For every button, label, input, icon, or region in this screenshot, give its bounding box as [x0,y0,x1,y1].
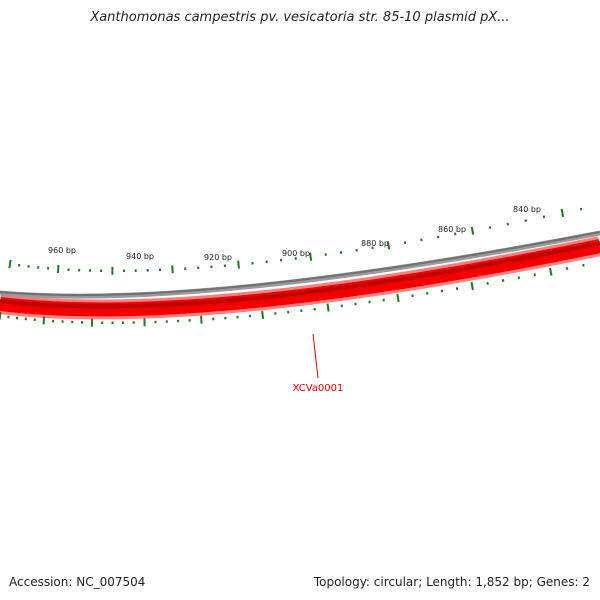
gene-band [0,239,600,317]
ruler-tick [386,241,391,250]
ruler-labels: 960 bp 940 bp 920 bp 900 bp 880 bp 860 b… [48,205,541,262]
ruler-label: 880 bp [361,239,389,248]
ruler-tick [8,259,12,269]
gene-band-core [0,241,600,309]
ruler-tick [454,232,457,236]
backbone-ring-shade [0,231,600,297]
ruler-label: 900 bp [282,249,310,258]
ruler-tick [0,311,2,321]
ruler-tick [506,222,509,226]
ruler-tick [470,226,475,235]
ruler-label: 860 bp [438,225,466,234]
ruler-tick [517,276,521,280]
ruler-tick [560,208,565,218]
ruler-label: 960 bp [48,246,76,255]
ruler-tick [42,316,46,325]
ruler-tick [533,273,536,277]
ruler-tick [565,267,569,270]
ruler-tick [579,207,583,211]
gene-leader-line [312,333,319,379]
ruler-tick [582,263,585,267]
ruler-tick [200,315,203,324]
ruler-tick [326,303,330,312]
outer-tick-ring [8,207,583,275]
ruler-tick [524,219,527,222]
inner-tick-ring [0,263,585,327]
ruler-label: 940 bp [126,252,154,261]
ruler-label: 920 bp [204,253,232,262]
topology-summary: Topology: circular; Length: 1,852 bp; Ge… [313,575,590,589]
ruler-tick [542,215,546,219]
ruler-tick [237,260,240,269]
ruler-label: 840 bp [513,205,541,214]
map-title: Xanthomonas campestris pv. vesicatoria s… [90,10,510,25]
ruler-tick [470,281,474,291]
ruler-tick [309,252,313,261]
ruler-tick [396,293,400,303]
gene-label[interactable]: XCVa0001 [293,383,344,394]
accession-label: Accession: NC_007504 [9,575,146,589]
ruler-tick [261,310,264,319]
ruler-tick [56,264,60,274]
ruler-tick [549,267,553,276]
